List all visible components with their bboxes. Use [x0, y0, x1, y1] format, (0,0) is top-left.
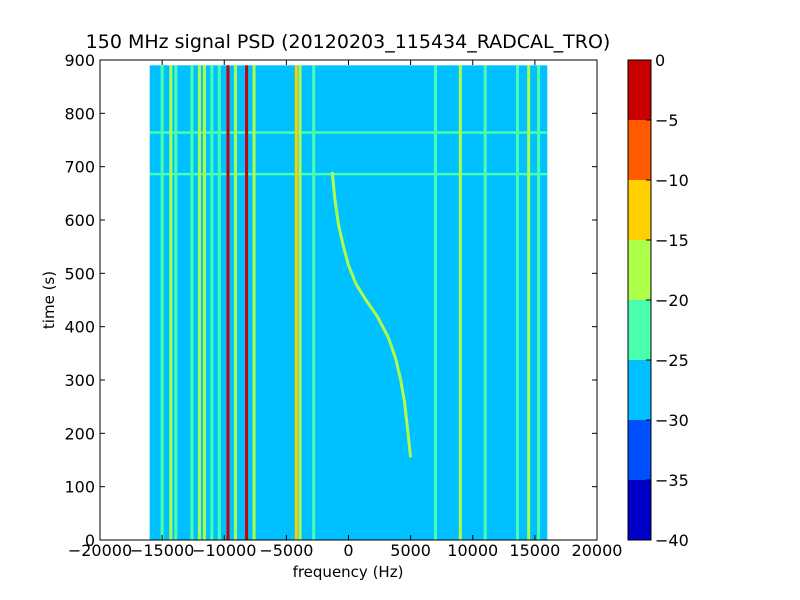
- spectral-line-15: [433, 65, 437, 540]
- y-tick-label: 400: [64, 318, 95, 337]
- colorbar-tick-label: −35: [655, 471, 689, 490]
- y-tick-label: 200: [64, 424, 95, 443]
- x-tick-label: −10000: [192, 541, 256, 560]
- colorbar-tick-label: −40: [655, 531, 689, 550]
- spectral-line-19: [527, 65, 531, 540]
- x-tick-label: 20000: [572, 541, 623, 560]
- spectrogram-plot-area: [99, 59, 598, 541]
- colorbar-tick-label: −20: [655, 291, 689, 310]
- y-tick-label: 100: [64, 478, 95, 497]
- horizontal-band-1: [149, 131, 548, 134]
- colorbar-tick-label: 0: [655, 51, 665, 70]
- y-tick-label: 600: [64, 211, 95, 230]
- colorbar-segment-0: [628, 480, 651, 540]
- colorbar-tick-label: −15: [655, 231, 689, 250]
- y-tick-label: 700: [64, 158, 95, 177]
- colorbar-segment-5: [628, 180, 651, 240]
- x-tick-label: 10000: [447, 541, 498, 560]
- colorbar-tick-label: −30: [655, 411, 689, 430]
- colorbar-segment-4: [628, 240, 651, 300]
- y-tick-label: 0: [85, 531, 95, 550]
- spectral-line-10: [245, 65, 249, 540]
- spectral-line-4: [197, 65, 201, 540]
- spectrogram-background: [149, 65, 548, 540]
- spectral-line-1: [169, 65, 173, 540]
- spectral-line-9: [233, 65, 237, 540]
- spectral-line-17: [483, 65, 487, 540]
- y-axis-label: time (s): [40, 271, 58, 329]
- colorbar-tick-label: −25: [655, 351, 689, 370]
- spectral-line-3: [190, 65, 194, 540]
- spectral-line-2: [174, 65, 178, 540]
- x-axis-label: frequency (Hz): [293, 563, 404, 581]
- spectral-line-11: [252, 65, 256, 540]
- horizontal-band-0: [149, 172, 548, 176]
- spectral-line-18: [515, 65, 519, 540]
- spectral-line-6: [210, 65, 214, 540]
- spectral-line-14: [312, 65, 316, 540]
- x-tick-label: 5000: [390, 541, 431, 560]
- spectral-line-16: [458, 65, 462, 540]
- y-tick-label: 300: [64, 371, 95, 390]
- spectral-line-0: [160, 65, 164, 540]
- x-tick-label: −20000: [68, 541, 132, 560]
- colorbar: 0 −5 −10 −15 −20 −25 −30 −35 −40: [627, 51, 689, 550]
- chirp-sweep-trace: [330, 171, 413, 458]
- x-tick-label: −5000: [259, 541, 313, 560]
- y-tick-label: 900: [64, 51, 95, 70]
- spectral-line-12: [294, 65, 298, 540]
- colorbar-tick-label: −5: [655, 111, 679, 130]
- chart-title: 150 MHz signal PSD (20120203_115434_RADC…: [86, 31, 611, 53]
- x-tick-label: 15000: [509, 541, 560, 560]
- spectral-line-13: [298, 65, 302, 540]
- colorbar-tick-label: −10: [655, 171, 689, 190]
- spectral-line-8: [226, 65, 230, 540]
- colorbar-segment-2: [628, 360, 651, 420]
- spectral-line-7: [217, 65, 221, 540]
- x-tick-label: 0: [343, 541, 353, 560]
- axes: −20000−15000−10000 −5000 0 5000 10000 15000 20…: [64, 51, 622, 560]
- spectral-line-5: [202, 65, 206, 540]
- colorbar-segment-7: [628, 60, 651, 120]
- y-tick-label: 500: [64, 264, 95, 283]
- x-tick-label: −15000: [130, 541, 194, 560]
- colorbar-segment-6: [628, 120, 651, 180]
- colorbar-segment-1: [628, 420, 651, 480]
- colorbar-segment-3: [628, 300, 651, 360]
- spectral-line-20: [537, 65, 541, 540]
- y-tick-label: 800: [64, 104, 95, 123]
